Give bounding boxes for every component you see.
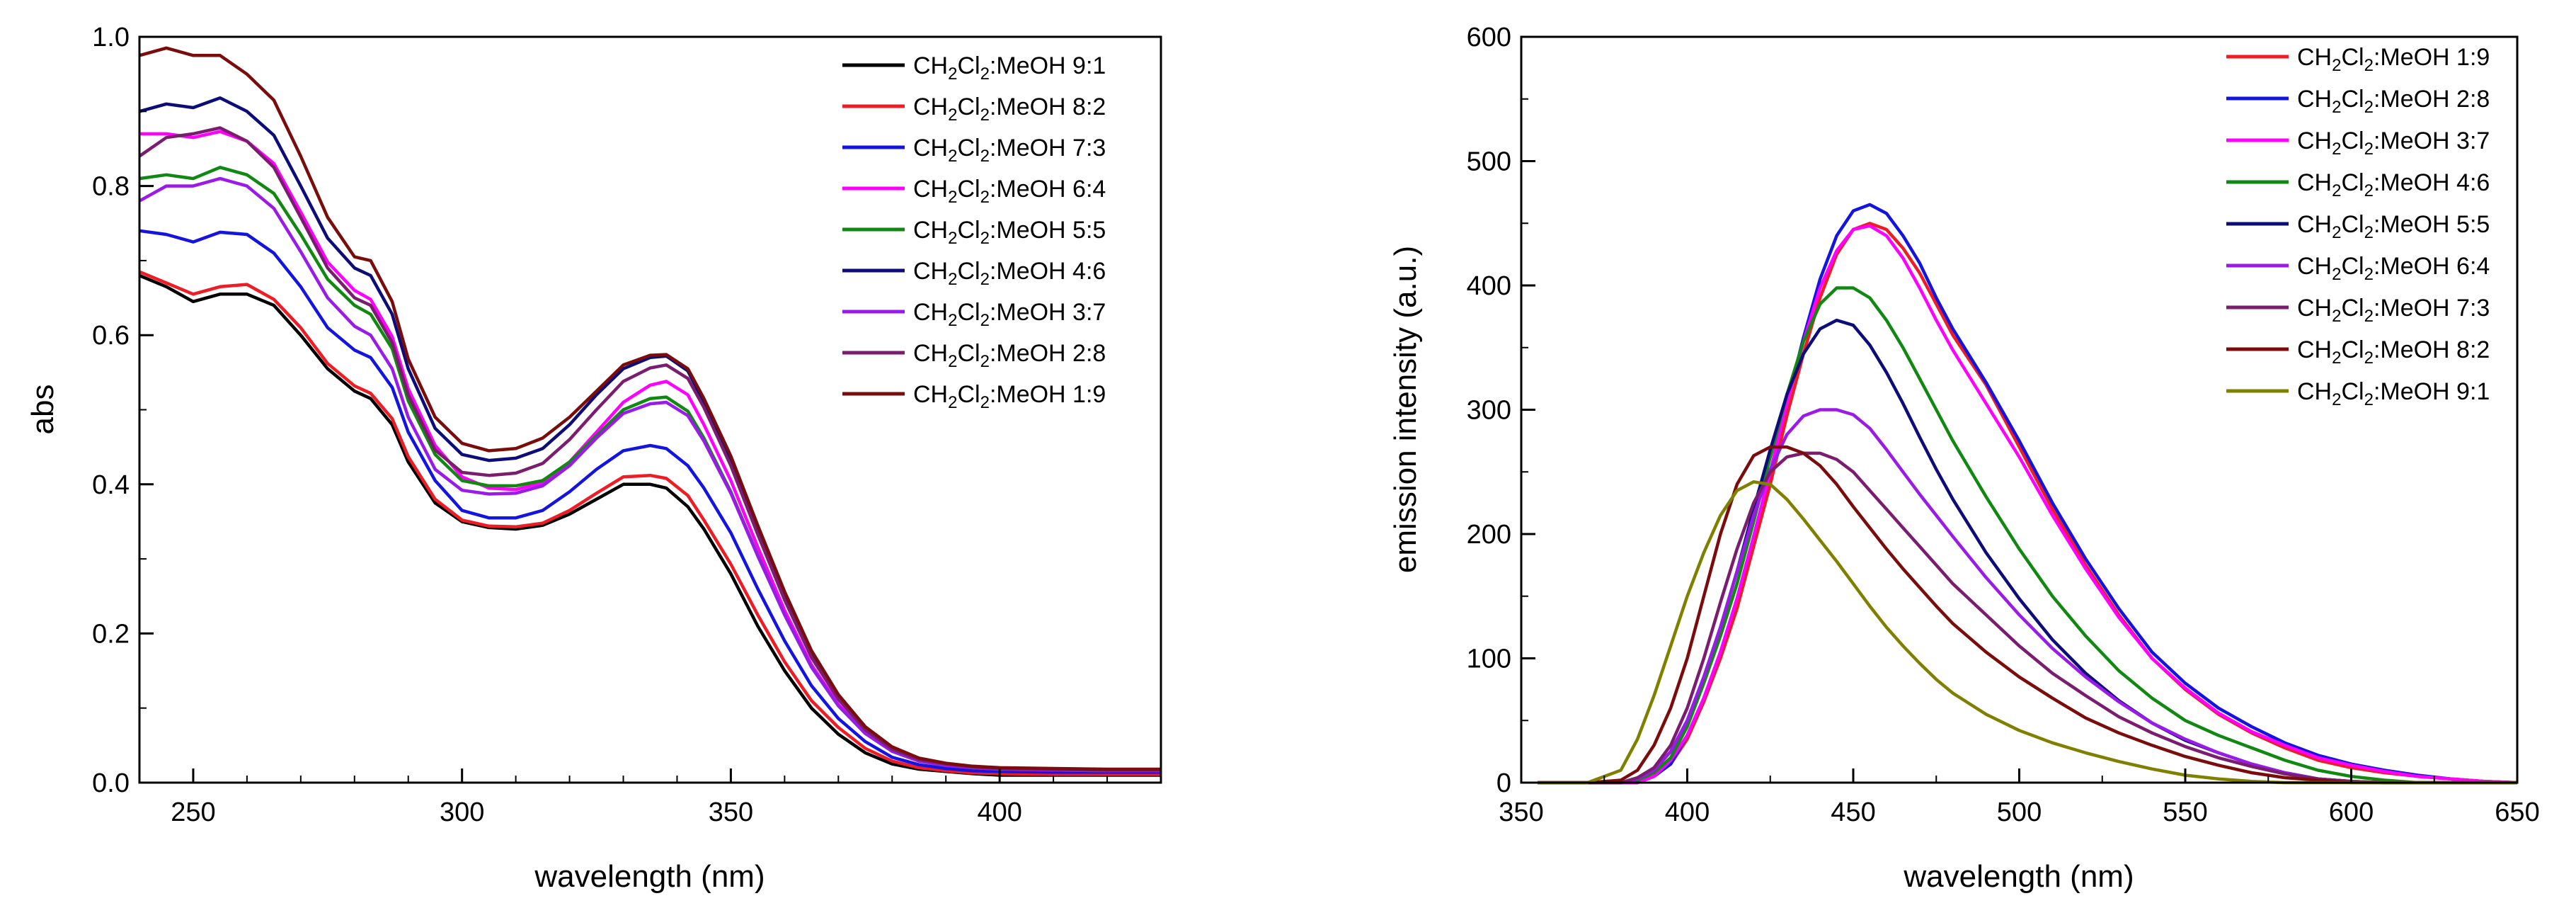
- absorbance-x-tick-label: 300: [440, 798, 484, 827]
- emission-legend-label: CH2Cl2:MeOH 7:3: [2297, 295, 2490, 326]
- emission-legend-entry: CH2Cl2:MeOH 1:9: [2226, 44, 2490, 75]
- emission-x-tick-label: 350: [1499, 798, 1543, 827]
- emission-y-tick-label: 0: [1496, 768, 1511, 798]
- emission-legend-entry: CH2Cl2:MeOH 2:8: [2226, 86, 2490, 117]
- emission-series-4-6: [1538, 286, 2517, 785]
- absorbance-series-1-9: [139, 46, 1161, 771]
- emission-legend-entry: CH2Cl2:MeOH 9:1: [2226, 378, 2490, 409]
- emission-legend-label: CH2Cl2:MeOH 4:6: [2297, 169, 2490, 200]
- absorbance-y-axis-title: abs: [25, 385, 60, 435]
- emission-chart: 350 400 450 500 550 600 650 0 100 200 300 400 500 600…: [1388, 23, 2540, 894]
- emission-legend-label: CH2Cl2:MeOH 8:2: [2297, 336, 2490, 368]
- emission-legend-label: CH2Cl2:MeOH 1:9: [2297, 44, 2490, 75]
- emission-legend-label: CH2Cl2:MeOH 3:7: [2297, 127, 2490, 159]
- absorbance-legend-label: CH2Cl2:MeOH 5:5: [913, 217, 1106, 248]
- absorbance-legend-label: CH2Cl2:MeOH 7:3: [913, 135, 1106, 166]
- absorbance-legend-label: CH2Cl2:MeOH 8:2: [913, 93, 1106, 125]
- emission-legend-entry: CH2Cl2:MeOH 4:6: [2226, 169, 2490, 200]
- absorbance-legend-label: CH2Cl2:MeOH 6:4: [913, 176, 1106, 207]
- absorbance-series-7-3: [139, 229, 1161, 774]
- emission-y-tick-label: 200: [1467, 520, 1511, 550]
- absorbance-legend-entry: CH2Cl2:MeOH 8:2: [842, 93, 1106, 125]
- absorbance-legend-label: CH2Cl2:MeOH 9:1: [913, 52, 1106, 84]
- absorbance-y-tick-label: 0.4: [92, 470, 130, 500]
- emission-series-8-2: [1538, 445, 2517, 785]
- emission-x-tick-label: 550: [2163, 798, 2207, 827]
- emission-series-3-7: [1538, 224, 2518, 785]
- emission-series-2-8: [1538, 203, 2518, 785]
- emission-x-tick-label: 400: [1665, 798, 1710, 827]
- absorbance-x-tick-label: 400: [977, 798, 1021, 827]
- emission-series-7-3: [1538, 451, 2517, 785]
- emission-legend-label: CH2Cl2:MeOH 5:5: [2297, 211, 2490, 242]
- absorbance-legend: CH2Cl2:MeOH 9:1 CH2Cl2:MeOH 8:2 CH2Cl2:MeO…: [842, 52, 1106, 412]
- absorbance-legend-label: CH2Cl2:MeOH 2:8: [913, 340, 1106, 371]
- absorbance-y-tick-label: 0.0: [92, 768, 130, 798]
- absorbance-series-group: [138, 46, 1161, 777]
- absorbance-legend-entry: CH2Cl2:MeOH 2:8: [842, 340, 1106, 371]
- absorbance-legend-label: CH2Cl2:MeOH 4:6: [913, 258, 1106, 289]
- emission-x-tick-label: 650: [2495, 798, 2539, 827]
- emission-y-tick-label: 100: [1467, 645, 1511, 674]
- absorbance-legend-entry: CH2Cl2:MeOH 1:9: [842, 381, 1106, 412]
- emission-y-axis-title: emission intensity (a.u.): [1388, 246, 1423, 573]
- emission-axis-ticks: 350 400 450 500 550 600 650 0 100 200 300 400 500 600: [1467, 23, 2540, 827]
- emission-legend-entry: CH2Cl2:MeOH 6:4: [2226, 253, 2490, 284]
- emission-legend-label: CH2Cl2:MeOH 9:1: [2297, 378, 2490, 409]
- absorbance-legend-entry: CH2Cl2:MeOH 5:5: [842, 217, 1106, 248]
- absorbance-series-8-2: [139, 270, 1161, 776]
- absorbance-chart: 250 300 350 400 0.0 0.2 0.4 0.6 0.8 1.0 wavelengt…: [25, 23, 1162, 894]
- absorbance-axis-ticks: 250 300 350 400 0.0 0.2 0.4 0.6 0.8 1.0: [92, 23, 1162, 827]
- emission-legend-entry: CH2Cl2:MeOH 8:2: [2226, 336, 2490, 368]
- absorbance-legend-entry: CH2Cl2:MeOH 7:3: [842, 135, 1106, 166]
- emission-legend-label: CH2Cl2:MeOH 2:8: [2297, 86, 2490, 117]
- emission-y-tick-label: 300: [1467, 396, 1511, 426]
- absorbance-x-tick-label: 350: [709, 798, 753, 827]
- emission-series-group: [1538, 203, 2518, 785]
- emission-legend-label: CH2Cl2:MeOH 6:4: [2297, 253, 2490, 284]
- absorbance-series-9-1: [139, 273, 1161, 777]
- emission-x-axis-title: wavelength (nm): [1903, 859, 2134, 894]
- emission-legend-entry: CH2Cl2:MeOH 3:7: [2226, 127, 2490, 159]
- absorbance-y-tick-label: 0.8: [92, 172, 130, 202]
- absorbance-y-tick-label: 1.0: [92, 23, 130, 52]
- absorbance-y-tick-label: 0.2: [92, 619, 130, 649]
- emission-legend: CH2Cl2:MeOH 1:9 CH2Cl2:MeOH 2:8 CH2Cl2:MeO…: [2226, 44, 2490, 409]
- emission-x-tick-label: 600: [2329, 798, 2374, 827]
- absorbance-legend-entry: CH2Cl2:MeOH 6:4: [842, 176, 1106, 207]
- emission-y-tick-label: 600: [1467, 23, 1511, 52]
- absorbance-legend-entry: CH2Cl2:MeOH 4:6: [842, 258, 1106, 289]
- emission-x-tick-label: 500: [1997, 798, 2042, 827]
- absorbance-x-tick-label: 250: [171, 798, 215, 827]
- absorbance-x-axis-title: wavelength (nm): [534, 859, 765, 894]
- emission-legend-entry: CH2Cl2:MeOH 7:3: [2226, 295, 2490, 326]
- absorbance-legend-label: CH2Cl2:MeOH 3:7: [913, 299, 1106, 330]
- emission-y-tick-label: 500: [1467, 147, 1511, 177]
- absorbance-y-tick-label: 0.6: [92, 321, 130, 351]
- absorbance-legend-entry: CH2Cl2:MeOH 9:1: [842, 52, 1106, 84]
- absorbance-legend-entry: CH2Cl2:MeOH 3:7: [842, 299, 1106, 330]
- emission-legend-entry: CH2Cl2:MeOH 5:5: [2226, 211, 2490, 242]
- absorbance-legend-label: CH2Cl2:MeOH 1:9: [913, 381, 1106, 412]
- emission-y-tick-label: 400: [1467, 271, 1511, 301]
- emission-x-tick-label: 450: [1831, 798, 1875, 827]
